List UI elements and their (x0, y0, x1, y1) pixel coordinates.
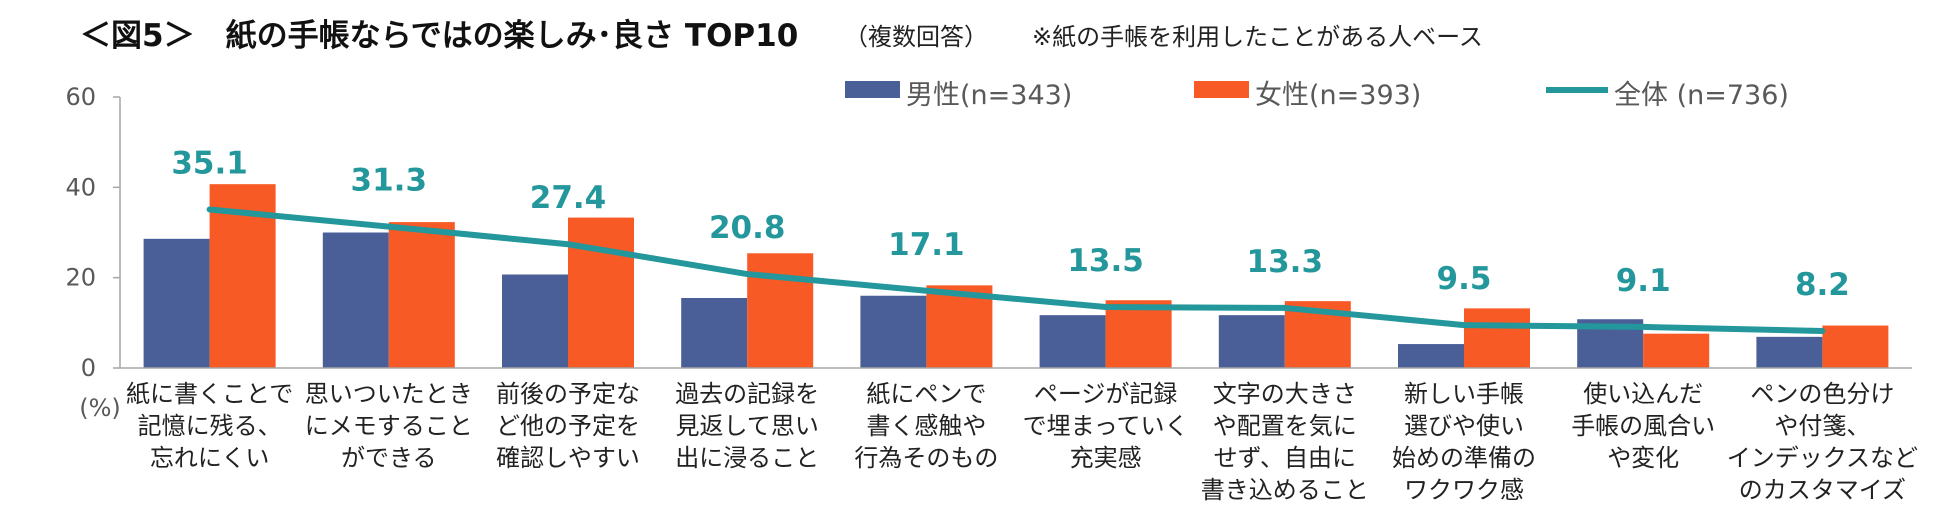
category-label: 使い込んだ手帳の風合いや変化 (1571, 380, 1715, 472)
category-label: 新しい手帳選びや使い始めの準備のワクワク感 (1392, 380, 1536, 504)
data-label-total: 27.4 (530, 180, 607, 216)
y-axis-unit-label: (%) (79, 394, 121, 422)
bar-male (681, 297, 748, 368)
bar-male (143, 238, 210, 368)
category-label: 文字の大きさや配置を気にせず、自由に書き込めること (1201, 380, 1369, 504)
bar-female (1105, 300, 1172, 368)
bar-male (1039, 315, 1106, 368)
data-labels: 35.1 31.3 27.4 20.8 17.1 13.5 13.3 9.5 9.1 8.2 (171, 145, 1850, 302)
category-label: 過去の記録を見返して思い出に浸ること (675, 380, 819, 472)
category-label: 前後の予定など他の予定を確認しやすい (496, 380, 640, 472)
category-label: 紙にペンで書く感触や行為そのもの (854, 380, 998, 472)
data-label-total: 35.1 (171, 145, 248, 181)
bar-female (1464, 308, 1530, 368)
category-labels: 紙に書くことで記憶に残る、忘れにくい思いついたときにメモすることができる前後の予… (126, 380, 1918, 504)
chart-title: ＜図5＞ 紙の手帳ならではの楽しみ･良さ TOP10 （複数回答） ※紙の手帳を… (80, 18, 1483, 54)
y-axis: 0 20 40 60 (65, 83, 121, 382)
chart-title-sub: （複数回答） (844, 23, 988, 51)
total-line (206, 206, 1826, 334)
bar-female (388, 222, 455, 368)
bar-female (747, 253, 814, 368)
legend: 男性(n=343) 女性(n=393) 全体 (n=736) (845, 80, 1789, 111)
legend-label-male: 男性(n=343) (906, 80, 1072, 111)
bar-female (568, 217, 634, 368)
data-label-total: 20.8 (709, 210, 786, 246)
bar-male (1756, 336, 1823, 368)
bar-male (502, 274, 568, 368)
bar-female (1822, 325, 1889, 368)
category-label: 思いついたときにメモすることができる (305, 380, 473, 472)
category-label: 紙に書くことで記憶に残る、忘れにくい (126, 380, 293, 472)
data-label-total: 13.3 (1247, 244, 1324, 280)
bar-male (860, 295, 927, 368)
bar-female (1643, 333, 1710, 368)
y-tick-label: 20 (65, 264, 96, 292)
legend-swatch-female (1194, 81, 1249, 98)
y-tick-label: 40 (65, 173, 96, 201)
bar-female (926, 285, 993, 368)
data-label-total: 9.5 (1437, 261, 1492, 297)
chart-title-main: ＜図5＞ 紙の手帳ならではの楽しみ･良さ TOP10 (80, 18, 798, 54)
bar-male (1218, 315, 1285, 368)
chart-title-note: ※紙の手帳を利用したことがある人ベース (1032, 23, 1483, 51)
category-label: ページが記録で埋まっていく充実感 (1023, 380, 1189, 472)
category-label: ペンの色分けや付箋、インデックスなどのカスタマイズ (1727, 380, 1918, 504)
legend-swatch-male (845, 81, 900, 98)
bar-male (1398, 344, 1464, 368)
data-label-total: 8.2 (1795, 267, 1850, 303)
data-label-total: 31.3 (351, 163, 428, 199)
legend-label-total: 全体 (n=736) (1614, 80, 1789, 111)
y-tick-label: 0 (81, 354, 96, 382)
total-line-layer (206, 206, 1826, 334)
y-tick-label: 60 (65, 83, 96, 111)
data-label-total: 13.5 (1067, 243, 1144, 279)
data-label-total: 17.1 (888, 227, 965, 263)
data-label-total: 9.1 (1616, 263, 1671, 299)
legend-label-female: 女性(n=393) (1255, 80, 1421, 111)
bar-male (322, 232, 389, 368)
